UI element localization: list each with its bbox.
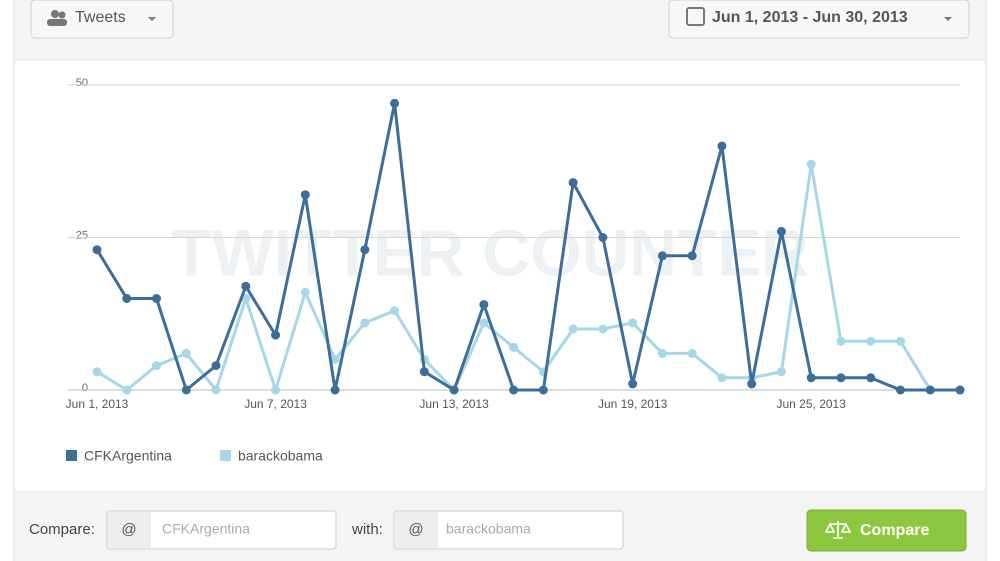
series-line (96, 164, 960, 395)
x-tick-label: Jun 7, 2013 (244, 397, 307, 411)
data-point (687, 251, 697, 261)
data-point (390, 306, 400, 316)
data-point (509, 342, 519, 352)
data-point (449, 385, 459, 395)
x-tick-label: Jun 19, 2013 (598, 397, 668, 411)
date-button[interactable] (668, 0, 970, 39)
data-point (717, 141, 727, 151)
data-point (776, 367, 786, 377)
data-point (806, 159, 816, 169)
calendar-icon (686, 7, 705, 26)
metric-label: Tweets (75, 9, 126, 26)
data-point (895, 336, 905, 346)
compare-button-label: Compare (860, 522, 929, 539)
y-tick-label: 50 (76, 77, 88, 89)
data-point (657, 251, 667, 261)
chart: 0 25 50 Jun 1, 2013 Jun 7, 2013 Jun 13, 2013 J… (66, 77, 965, 464)
data-point (836, 373, 846, 383)
data-point (687, 348, 697, 358)
data-point (598, 324, 608, 334)
first-input[interactable] (106, 510, 337, 550)
data-point (271, 385, 281, 395)
data-point (955, 385, 965, 395)
metric-button[interactable] (30, 0, 174, 39)
data-point (598, 233, 608, 242)
data-point (271, 330, 281, 340)
users-icon (51, 10, 59, 18)
data-point (419, 367, 429, 377)
data-point (895, 385, 905, 395)
x-tick-label: Jun 13, 2013 (419, 397, 489, 411)
with-label: with: (351, 521, 383, 538)
at-symbol: @ (121, 521, 136, 538)
x-tick-label: Jun 1, 2013 (66, 397, 129, 411)
data-point (122, 385, 132, 395)
caret (944, 17, 952, 21)
data-point (122, 294, 132, 303)
data-point (568, 178, 578, 188)
data-point (300, 287, 310, 297)
data-point (152, 361, 162, 371)
compare-button[interactable] (806, 509, 967, 552)
data-point (300, 190, 310, 200)
data-point (92, 245, 102, 255)
data-point (538, 385, 548, 395)
data-point (360, 318, 370, 328)
data-point (92, 367, 102, 377)
legend-label: CFKArgentina (84, 448, 172, 464)
scale-icon (824, 521, 852, 539)
users-icon (58, 11, 66, 19)
data-point (776, 226, 786, 236)
y-tick-label: 0 (82, 382, 88, 394)
data-point (479, 300, 489, 310)
compare-label: Compare: (29, 521, 95, 538)
data-point (866, 336, 876, 346)
legend-label: barackobama (238, 448, 323, 464)
data-point (181, 385, 191, 395)
data-point (717, 373, 727, 383)
data-point (628, 379, 638, 389)
data-point (866, 373, 876, 383)
watermark: TWITTER COUNTER (171, 215, 809, 289)
legend-swatch (66, 450, 77, 461)
data-point (330, 355, 340, 364)
data-point (925, 385, 935, 395)
data-point (479, 318, 489, 328)
panel (13, 0, 987, 561)
data-point (360, 245, 370, 255)
second-input[interactable] (393, 510, 624, 550)
data-point (330, 385, 340, 395)
data-point (211, 385, 221, 395)
caret (148, 17, 156, 21)
users-icon (47, 19, 67, 26)
at-addon (395, 512, 438, 548)
data-point (628, 318, 638, 328)
x-tick-label: Jun 25, 2013 (777, 397, 847, 411)
data-point (836, 336, 846, 346)
series-line (95, 103, 960, 393)
at-symbol: @ (408, 521, 423, 538)
data-point (241, 281, 251, 291)
placeholder: CFKArgentina (162, 521, 250, 537)
data-point (806, 373, 816, 383)
legend-swatch (219, 450, 231, 461)
data-point (747, 379, 757, 389)
date-range: Jun 1, 2013 - Jun 30, 2013 (712, 9, 908, 26)
data-point (657, 348, 667, 358)
data-point (509, 385, 519, 395)
placeholder: barackobama (446, 521, 531, 537)
data-point (568, 324, 578, 334)
y-tick-label: 25 (76, 229, 88, 241)
data-point (152, 294, 162, 303)
data-point (211, 361, 221, 371)
data-point (390, 98, 400, 108)
data-point (181, 348, 191, 358)
at-addon (108, 512, 151, 548)
